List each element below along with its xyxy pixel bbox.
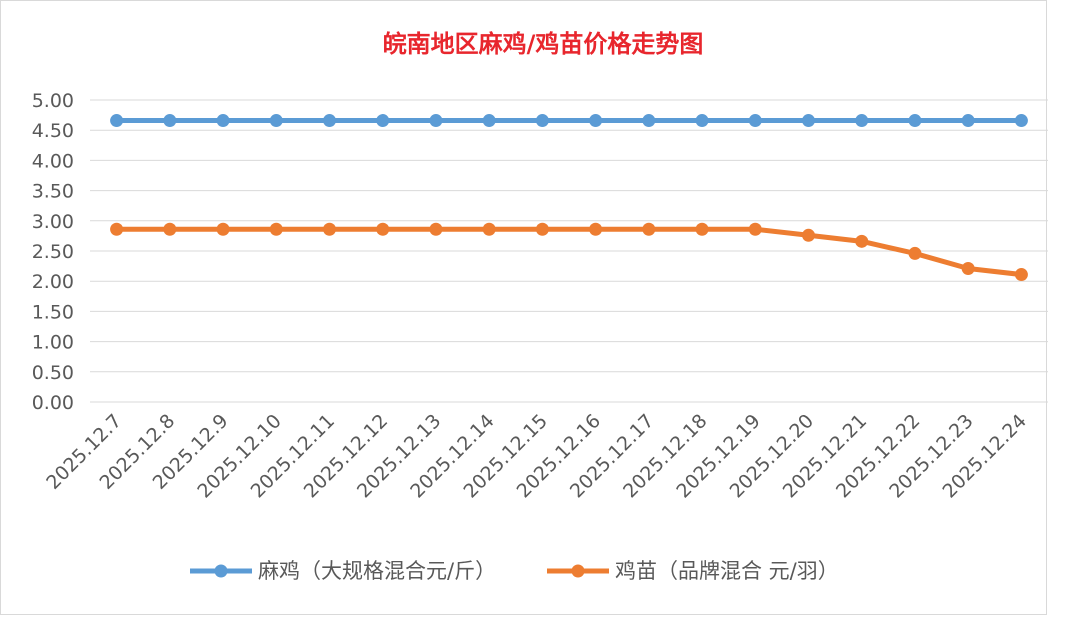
data-point bbox=[482, 222, 496, 236]
data-point bbox=[429, 222, 443, 236]
data-point bbox=[908, 246, 922, 260]
chart-frame bbox=[0, 0, 1047, 615]
data-point bbox=[802, 228, 815, 242]
data-point bbox=[269, 114, 283, 128]
legend: 麻鸡（大规格混合元/斤） 鸡苗（品牌混合 元/羽） bbox=[190, 559, 839, 583]
data-point bbox=[855, 114, 869, 128]
data-point bbox=[642, 114, 656, 128]
data-point bbox=[961, 114, 975, 128]
y-tick-label: 0.00 bbox=[32, 392, 74, 414]
y-axis-ticks: 0.00 0.50 1.00 1.50 2.00 2.50 3.00 3.50 4.00 4.50… bbox=[32, 90, 74, 414]
data-point bbox=[269, 222, 283, 236]
series-line-1 bbox=[116, 226, 1022, 278]
data-point bbox=[216, 222, 230, 236]
y-tick-label: 1.50 bbox=[32, 301, 74, 323]
y-tick-label: 3.50 bbox=[32, 181, 74, 203]
data-point bbox=[1014, 114, 1028, 128]
y-tick-label: 4.50 bbox=[32, 120, 74, 142]
data-point bbox=[163, 114, 177, 128]
data-point bbox=[802, 114, 815, 128]
y-tick-label: 4.00 bbox=[32, 150, 74, 172]
data-point bbox=[323, 222, 336, 236]
data-point bbox=[482, 114, 496, 128]
data-point bbox=[535, 114, 549, 128]
chart-title: 皖南地区麻鸡/鸡苗价格走势图 bbox=[383, 30, 704, 58]
data-point bbox=[110, 114, 124, 128]
data-point bbox=[748, 222, 762, 236]
legend-label: 麻鸡（大规格混合元/斤） bbox=[258, 559, 496, 583]
data-point bbox=[376, 222, 390, 236]
data-point bbox=[748, 114, 762, 128]
data-point bbox=[695, 222, 709, 236]
data-point bbox=[855, 234, 869, 248]
legend-marker bbox=[214, 564, 228, 578]
data-point bbox=[589, 114, 603, 128]
data-point bbox=[589, 222, 603, 236]
gridlines bbox=[90, 99, 1048, 403]
data-point bbox=[642, 222, 656, 236]
data-point bbox=[535, 222, 549, 236]
data-point bbox=[163, 222, 177, 236]
y-tick-label: 2.50 bbox=[32, 241, 74, 263]
series-lines bbox=[110, 114, 1028, 282]
data-point bbox=[216, 114, 230, 128]
data-point bbox=[695, 114, 709, 128]
y-tick-label: 1.00 bbox=[32, 332, 74, 354]
y-tick-label: 0.50 bbox=[32, 362, 74, 384]
y-tick-label: 5.00 bbox=[32, 90, 74, 112]
data-point bbox=[323, 114, 336, 128]
data-point bbox=[1014, 268, 1028, 282]
y-tick-label: 2.00 bbox=[32, 271, 74, 293]
data-point bbox=[908, 114, 922, 128]
legend-label: 鸡苗（品牌混合 元/羽） bbox=[615, 559, 839, 583]
data-point bbox=[429, 114, 443, 128]
data-point bbox=[961, 262, 975, 276]
legend-marker bbox=[571, 564, 585, 578]
data-point bbox=[376, 114, 390, 128]
y-tick-label: 3.00 bbox=[32, 211, 74, 233]
data-point bbox=[110, 222, 124, 236]
